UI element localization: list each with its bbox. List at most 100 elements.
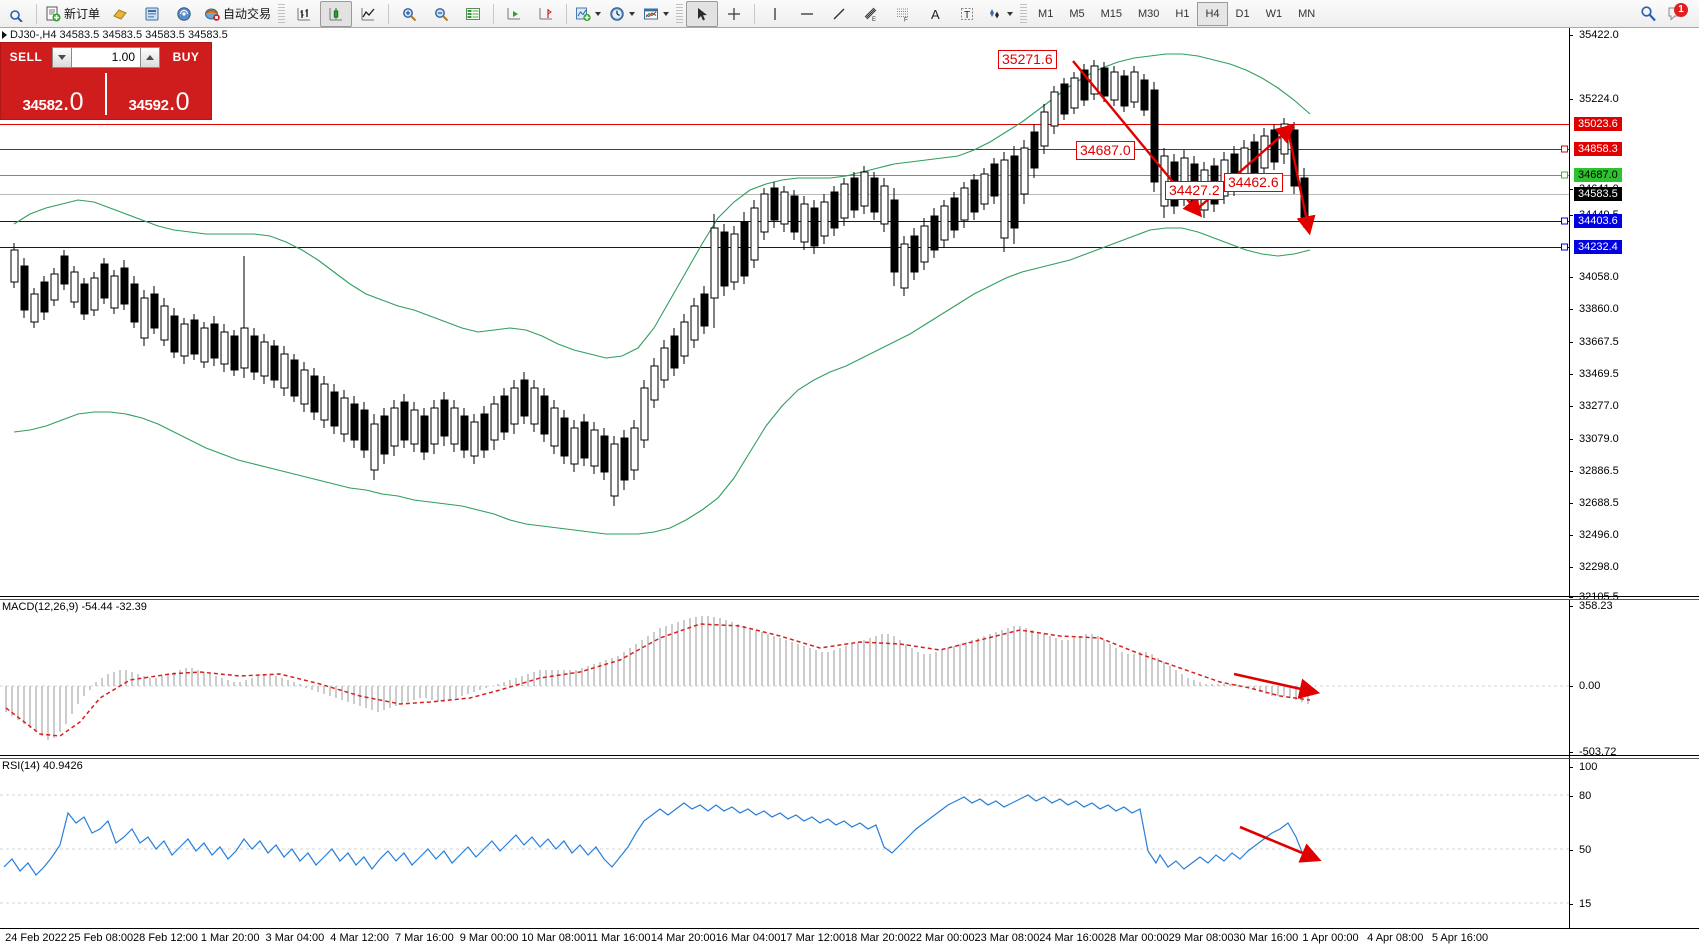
buy-button[interactable]: BUY <box>172 50 200 64</box>
time-tick-15: 23 Mar 08:00 <box>974 932 1040 944</box>
indicators-icon[interactable] <box>104 1 136 27</box>
vertical-line-icon[interactable] <box>759 1 791 27</box>
timeframe-mn[interactable]: MN <box>1298 7 1316 20</box>
timeframe-m1[interactable]: M1 <box>1038 7 1054 20</box>
chevron-down-icon-vol <box>58 54 66 60</box>
level-line-35023[interactable] <box>0 124 1569 125</box>
volume-stepper[interactable]: 1.00 <box>52 46 160 68</box>
auto-scroll-icon[interactable] <box>498 1 530 27</box>
chevron-down-icon-2[interactable] <box>629 11 636 16</box>
label-icon[interactable]: T <box>951 1 983 27</box>
fibonacci-icon[interactable]: F <box>887 1 919 27</box>
buy-price-dec: .0 <box>168 88 190 116</box>
level-handle-34858[interactable] <box>1561 145 1568 153</box>
price-tick-32688: 32688.5 <box>1569 497 1619 509</box>
signals-icon[interactable] <box>168 1 200 27</box>
line-chart-icon[interactable] <box>352 1 384 27</box>
level-line-34687[interactable] <box>0 175 1569 176</box>
volume-increment-button[interactable] <box>140 46 160 68</box>
sell-button[interactable]: SELL <box>9 50 43 64</box>
svg-text:T: T <box>964 10 970 21</box>
toolbar-grip[interactable] <box>278 3 286 24</box>
channel-icon[interactable]: E <box>855 1 887 27</box>
time-tick-21: 4 Apr 08:00 <box>1367 932 1424 944</box>
timeframe-d1[interactable]: D1 <box>1235 7 1250 20</box>
text-icon[interactable]: A <box>919 1 951 27</box>
time-axis[interactable]: 24 Feb 2022 25 Feb 08:00 28 Feb 12:00 1 … <box>0 929 1699 949</box>
price-label-34232[interactable]: 34232.4 <box>1574 240 1622 254</box>
toolbar-separator-4 <box>566 3 568 24</box>
price-tick-34058: 34058.0 <box>1569 271 1619 283</box>
add-indicator-icon[interactable] <box>571 1 605 27</box>
timeframe-m30[interactable]: M30 <box>1138 7 1160 20</box>
buy-price[interactable]: 34592.0 <box>107 69 211 119</box>
price-chart-svg <box>10 53 1311 535</box>
svg-text:F: F <box>904 17 908 22</box>
annotation-34687[interactable]: 34687.0 <box>1076 141 1135 160</box>
one-click-trading-panel[interactable]: SELL 1.00 BUY 34582.0 34592.0 <box>0 42 212 120</box>
price-label-34403[interactable]: 34403.6 <box>1574 214 1622 228</box>
horizontal-line-icon[interactable] <box>791 1 823 27</box>
rsi-scale-80: 80 <box>1569 790 1591 802</box>
chevron-down-icon-3[interactable] <box>663 11 670 16</box>
volume-decrement-button[interactable] <box>52 46 72 68</box>
trendline-icon[interactable] <box>823 1 855 27</box>
notifications-icon[interactable]: 1 <box>1667 2 1688 23</box>
data-window-icon[interactable] <box>457 1 489 27</box>
timeframe-m15[interactable]: M15 <box>1100 7 1122 20</box>
price-pane[interactable]: DJ30-,H4 34583.5 34583.5 34583.5 34583.5 <box>0 28 1699 603</box>
level-handle-34403[interactable] <box>1561 217 1568 225</box>
macd-scale-axis <box>1569 600 1570 758</box>
annotation-35271[interactable]: 35271.6 <box>998 50 1057 69</box>
timeframe-h1[interactable]: H1 <box>1175 7 1190 20</box>
annotation-34427[interactable]: 34427.2 <box>1165 181 1224 200</box>
rsi-pane[interactable]: RSI(14) 40.9426 100 80 50 15 <box>0 759 1699 930</box>
candlestick-chart-icon[interactable] <box>320 0 353 27</box>
shapes-icon[interactable] <box>983 1 1017 27</box>
price-label-35023[interactable]: 35023.6 <box>1574 117 1622 131</box>
macd-chart-svg <box>0 616 1569 740</box>
timeframe-h4[interactable]: H4 <box>1197 1 1228 26</box>
sell-price[interactable]: 34582.0 <box>1 69 105 119</box>
level-handle-34687[interactable] <box>1561 171 1568 179</box>
crosshair-icon[interactable] <box>718 1 750 27</box>
new-order-button[interactable]: 新订单 <box>41 1 104 27</box>
time-tick-6: 7 Mar 16:00 <box>395 932 454 944</box>
macd-scale-bottom: -503.72 <box>1569 746 1616 758</box>
rsi-scale-100: 100 <box>1569 761 1597 773</box>
level-handle-34232[interactable] <box>1561 243 1568 251</box>
period-icon[interactable] <box>605 1 639 27</box>
trade-panel-divider <box>105 73 107 115</box>
sell-price-int: 34582 <box>22 97 63 114</box>
price-label-34687[interactable]: 34687.0 <box>1574 168 1622 182</box>
buy-price-int: 34592 <box>128 97 169 114</box>
timeframe-w1[interactable]: W1 <box>1265 7 1283 20</box>
toolbar-grip-3[interactable] <box>1020 3 1028 24</box>
undo-icon[interactable] <box>0 1 32 27</box>
macd-pane[interactable]: MACD(12,26,9) -54.44 -32.39 <box>0 600 1699 758</box>
rsi-scale-axis <box>1569 759 1570 930</box>
bar-chart-icon[interactable] <box>288 1 320 27</box>
auto-trading-button[interactable]: 自动交易 <box>200 1 275 27</box>
templates-icon[interactable] <box>639 1 673 27</box>
cursor-icon[interactable] <box>686 0 719 27</box>
time-tick-10: 14 Mar 20:00 <box>650 932 716 944</box>
zoom-in-icon[interactable] <box>393 1 425 27</box>
time-tick-13: 18 Mar 20:00 <box>845 932 910 944</box>
search-icon[interactable] <box>1640 5 1657 22</box>
chart-area[interactable]: DJ30-,H4 34583.5 34583.5 34583.5 34583.5 <box>0 28 1699 950</box>
chevron-down-icon-4[interactable] <box>1007 11 1014 16</box>
zoom-out-icon[interactable] <box>425 1 457 27</box>
chart-shift-icon[interactable] <box>530 1 562 27</box>
level-line-34232[interactable] <box>0 247 1569 248</box>
time-tick-22: 5 Apr 16:00 <box>1431 932 1489 944</box>
chevron-down-icon[interactable] <box>595 11 602 16</box>
toolbar-grip-2[interactable] <box>676 3 684 24</box>
annotation-34462[interactable]: 34462.6 <box>1224 173 1283 192</box>
timeframe-m5[interactable]: M5 <box>1069 7 1085 20</box>
market-watch-icon[interactable] <box>136 1 168 27</box>
price-scale[interactable]: 35422.0 35224.0 34641.0 34449.5 34058.0 … <box>1569 28 1699 603</box>
volume-input[interactable]: 1.00 <box>72 46 140 68</box>
price-label-34858[interactable]: 34858.3 <box>1574 142 1622 156</box>
level-line-34858[interactable] <box>0 149 1569 150</box>
